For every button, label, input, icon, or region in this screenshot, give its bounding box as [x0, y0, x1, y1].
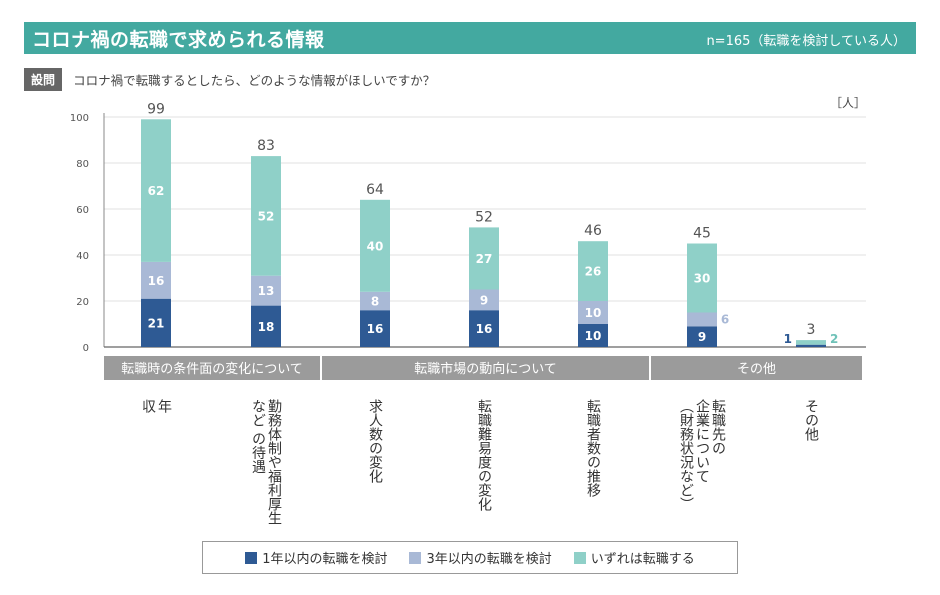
y-tick-label: 60	[76, 205, 89, 216]
bar-segment	[141, 261, 171, 299]
data-label: 9	[480, 293, 488, 307]
data-label: 16	[367, 322, 384, 336]
bar-segment	[578, 301, 608, 324]
sample-size-note: n=165（転職を検討している人）	[706, 34, 906, 49]
bar-segment	[796, 344, 826, 347]
data-label: 6	[721, 312, 729, 326]
data-label: 16	[476, 322, 493, 336]
category-label: 勤務体制や福利厚生	[266, 399, 282, 525]
bar-segment	[687, 326, 717, 347]
unit-label: ［人］	[830, 96, 866, 110]
category-label: 求人数の変化	[367, 399, 383, 484]
category-label: 転職先の	[710, 399, 726, 455]
legend-swatch	[573, 551, 586, 564]
stacked-bar-chart: 020406080100［人］21166299年収18135283勤務体制や福利…	[70, 96, 866, 525]
y-tick-label: 0	[83, 343, 89, 354]
bar-segment	[360, 310, 390, 347]
data-label: 10	[585, 329, 602, 343]
category-label: など の待遇	[250, 399, 266, 475]
data-label: 1	[784, 332, 792, 346]
bar-segment	[578, 241, 608, 301]
bar-segment	[796, 340, 826, 345]
data-label: 9	[698, 330, 706, 344]
question-label: 設問	[24, 68, 63, 91]
category-label: （財務状況など）	[678, 399, 694, 511]
bar-segment	[578, 324, 608, 347]
group-band	[104, 356, 320, 380]
bar-segment	[469, 227, 499, 290]
total-label: 83	[257, 138, 275, 154]
group-band	[651, 356, 862, 380]
group-label: 転職時の条件面の変化について	[121, 361, 303, 377]
legend-label: いずれは転職する	[590, 552, 695, 567]
legend-label: 1年以内の転職を検討	[262, 552, 388, 567]
question-text: コロナ禍で転職するとしたら、どのような情報がほしいですか？	[73, 73, 436, 88]
data-label: 26	[585, 265, 602, 279]
bar-segment	[251, 305, 281, 347]
bar-segment	[360, 199, 390, 292]
data-label: 27	[476, 252, 493, 266]
data-label: 40	[367, 239, 384, 253]
total-label: 46	[584, 223, 602, 239]
bar-segment	[360, 291, 390, 311]
bar-segment	[251, 275, 281, 306]
chart-legend: 1年以内の転職を検討 3年以内の転職を検討 いずれは転職する	[202, 541, 738, 574]
legend-swatch	[245, 551, 258, 564]
group-label: その他	[737, 362, 776, 377]
bar-segment	[687, 243, 717, 313]
data-label: 21	[148, 316, 165, 330]
total-label: 3	[807, 322, 816, 338]
legend-item: 3年以内の転職を検討	[409, 548, 552, 567]
category-label: 転職者数の推移	[585, 399, 601, 497]
bar-segment	[251, 156, 281, 276]
total-label: 64	[366, 182, 384, 198]
question-row: 設問 コロナ禍で転職するとしたら、どのような情報がほしいですか？	[24, 68, 436, 91]
category-label: 年	[156, 399, 172, 413]
category-label: 企業について	[694, 398, 710, 483]
bar-segment	[469, 289, 499, 311]
data-label: 30	[694, 272, 711, 286]
legend-swatch	[409, 551, 422, 564]
category-label: 収	[140, 399, 156, 413]
bar-segment	[141, 119, 171, 262]
chart-title: コロナ禍の転職で求められる情報	[32, 29, 325, 51]
y-tick-label: 80	[76, 159, 89, 170]
data-label: 62	[148, 184, 165, 198]
chart-header-bar: コロナ禍の転職で求められる情報 n=165（転職を検討している人）	[24, 22, 916, 54]
data-label: 13	[258, 284, 275, 298]
category-label: 転職難易度の変化	[476, 399, 492, 512]
group-label: 転職市場の動向について	[414, 361, 557, 377]
total-label: 45	[693, 226, 711, 242]
y-tick-label: 40	[76, 251, 89, 262]
total-label: 52	[475, 209, 493, 225]
data-label: 52	[258, 209, 275, 223]
group-band	[322, 356, 649, 380]
bar-segment	[141, 298, 171, 347]
data-label: 10	[585, 306, 602, 320]
legend-item: 1年以内の転職を検討	[245, 548, 387, 567]
data-label: 8	[371, 295, 379, 309]
bar-segment	[469, 310, 499, 347]
legend-label: 3年以内の転職を検討	[426, 552, 552, 567]
y-tick-label: 20	[76, 297, 89, 308]
data-label: 18	[258, 320, 275, 334]
legend-item: いずれは転職する	[573, 548, 695, 567]
total-label: 99	[147, 101, 165, 117]
bar-segment	[687, 312, 717, 327]
data-label: 16	[148, 274, 165, 288]
category-label: その他	[803, 399, 819, 442]
data-label: 2	[830, 332, 838, 346]
y-tick-label: 100	[70, 113, 89, 124]
